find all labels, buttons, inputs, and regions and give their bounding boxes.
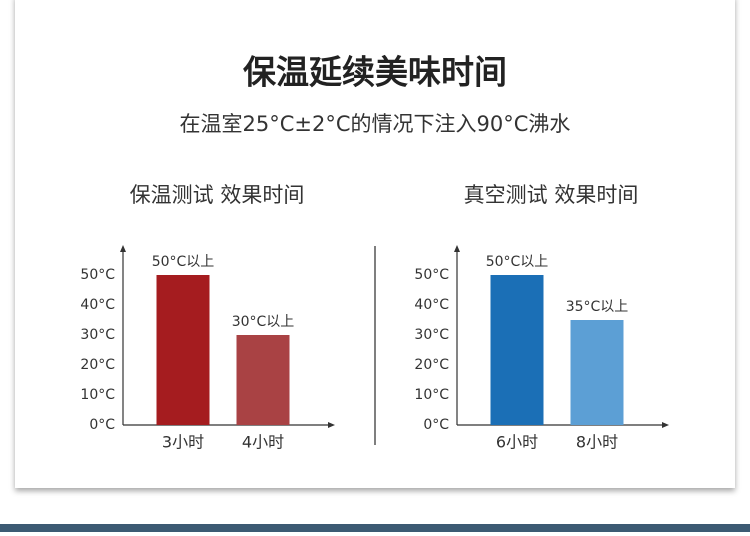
- page-title: 保温延续美味时间: [243, 53, 507, 92]
- y-tick-label: 20°C: [414, 357, 449, 373]
- y-tick-label: 30°C: [414, 327, 449, 343]
- bar: [156, 275, 210, 425]
- x-tick-label: 3小时: [162, 433, 204, 452]
- y-tick-label: 0°C: [89, 417, 115, 433]
- value-label: 50°C以上: [152, 254, 215, 270]
- bar: [570, 320, 624, 425]
- y-tick-label: 10°C: [414, 387, 449, 403]
- y-tick-label: 0°C: [423, 417, 449, 433]
- value-label: 30°C以上: [232, 314, 295, 330]
- page-subtitle: 在温室25°C±2°C的情况下注入90°C沸水: [180, 112, 571, 136]
- bar: [236, 335, 290, 425]
- chart-title: 真空测试 效果时间: [464, 183, 639, 207]
- y-axis-arrow: [454, 245, 460, 252]
- y-tick-label: 40°C: [414, 297, 449, 313]
- bottom-bar: [0, 524, 750, 532]
- y-axis-arrow: [120, 245, 126, 252]
- y-tick-label: 50°C: [80, 267, 115, 283]
- y-tick-label: 40°C: [80, 297, 115, 313]
- chart-title: 保温测试 效果时间: [130, 183, 305, 207]
- y-tick-label: 30°C: [80, 327, 115, 343]
- x-tick-label: 6小时: [496, 433, 538, 452]
- bar: [490, 275, 544, 425]
- x-axis-arrow: [662, 422, 669, 428]
- y-tick-label: 10°C: [80, 387, 115, 403]
- value-label: 35°C以上: [566, 299, 629, 315]
- x-axis-arrow: [328, 422, 335, 428]
- x-tick-label: 4小时: [242, 433, 284, 452]
- value-label: 50°C以上: [486, 254, 549, 270]
- x-tick-label: 8小时: [576, 433, 618, 452]
- y-tick-label: 20°C: [80, 357, 115, 373]
- y-tick-label: 50°C: [414, 267, 449, 283]
